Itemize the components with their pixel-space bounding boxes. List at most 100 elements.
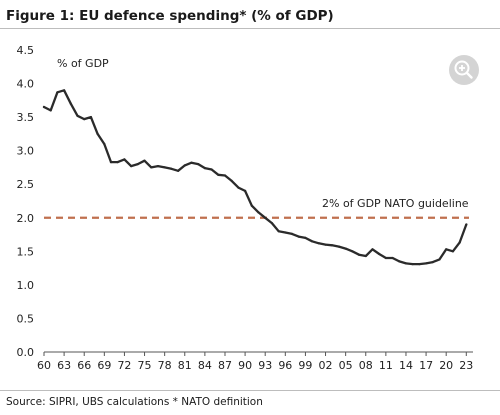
x-tick-label: 84 xyxy=(198,359,212,372)
data-point xyxy=(311,240,314,243)
x-tick-label: 11 xyxy=(379,359,393,372)
x-tick-label: 17 xyxy=(419,359,433,372)
y-tick-label: 2.0 xyxy=(17,212,35,225)
data-point xyxy=(337,245,340,248)
data-point xyxy=(63,89,66,92)
x-tick-label: 20 xyxy=(439,359,453,372)
data-point xyxy=(264,216,267,219)
x-tick-label: 96 xyxy=(278,359,292,372)
footer-divider xyxy=(0,390,500,391)
data-point xyxy=(384,256,387,260)
data-point xyxy=(317,242,320,245)
data-point xyxy=(331,244,334,247)
data-point xyxy=(270,222,273,225)
data-point xyxy=(465,223,468,226)
data-point xyxy=(96,132,99,135)
data-point xyxy=(297,235,300,238)
data-point xyxy=(431,261,434,264)
data-point xyxy=(150,166,153,169)
source-note: Source: SIPRI, UBS calculations * NATO d… xyxy=(6,396,263,408)
data-point xyxy=(83,118,86,121)
x-tick-label: 69 xyxy=(97,359,111,372)
y-tick-label: 4.5 xyxy=(17,44,35,57)
x-tick-label: 14 xyxy=(399,359,413,372)
data-point xyxy=(76,114,79,117)
data-point xyxy=(404,262,408,265)
data-point xyxy=(357,253,361,256)
data-point xyxy=(351,250,354,253)
y-tick-label: 0.5 xyxy=(17,312,35,325)
data-point xyxy=(284,231,287,234)
data-point xyxy=(378,252,381,256)
data-point xyxy=(458,241,461,244)
data-point xyxy=(197,163,200,166)
zoom-in-icon xyxy=(454,60,473,79)
data-point xyxy=(257,211,260,214)
data-point xyxy=(190,161,193,164)
x-tick-label: 23 xyxy=(459,359,473,372)
data-point xyxy=(109,161,113,164)
y-tick-label: 1.0 xyxy=(17,279,35,292)
data-point xyxy=(163,166,166,169)
x-tick-label: 93 xyxy=(258,359,272,372)
data-point xyxy=(123,158,126,161)
data-point xyxy=(290,232,294,235)
x-tick-label: 08 xyxy=(359,359,373,372)
data-point xyxy=(210,168,213,171)
figure-title: Figure 1: EU defence spending* (% of GDP… xyxy=(6,8,334,24)
y-tick-label: 2.5 xyxy=(17,178,35,191)
series-line-0 xyxy=(42,89,468,266)
data-point xyxy=(371,248,374,251)
data-point xyxy=(445,248,448,251)
y-tick-label: 1.5 xyxy=(17,245,35,258)
data-point xyxy=(116,161,119,164)
data-point xyxy=(391,256,394,260)
x-tick-label: 78 xyxy=(158,359,172,372)
data-point xyxy=(451,250,454,253)
y-axis-unit-label: % of GDP xyxy=(57,57,109,70)
data-point xyxy=(69,102,72,105)
data-point xyxy=(277,230,280,233)
x-tick-label: 60 xyxy=(37,359,51,372)
zoom-button[interactable] xyxy=(449,55,479,85)
x-tick-label: 75 xyxy=(138,359,152,372)
data-point xyxy=(56,91,59,94)
data-point xyxy=(89,116,92,119)
title-divider xyxy=(0,28,500,29)
data-point xyxy=(244,189,247,192)
x-tick-label: 63 xyxy=(57,359,71,372)
data-point xyxy=(42,105,46,109)
data-point xyxy=(203,167,206,170)
data-point xyxy=(411,263,414,266)
data-point xyxy=(418,263,421,266)
data-point xyxy=(223,174,227,177)
data-point xyxy=(344,247,347,250)
data-point xyxy=(130,165,133,168)
y-tick-label: 0.0 xyxy=(17,346,35,359)
data-point xyxy=(183,164,186,167)
reference-line-label: 2% of GDP NATO guideline xyxy=(322,197,469,210)
x-tick-label: 02 xyxy=(319,359,333,372)
data-point xyxy=(170,167,173,170)
x-tick-label: 87 xyxy=(218,359,232,372)
data-point xyxy=(49,109,52,112)
x-tick-label: 99 xyxy=(298,359,312,372)
y-tick-label: 3.0 xyxy=(17,145,35,158)
data-point xyxy=(304,236,307,239)
x-tick-label: 05 xyxy=(339,359,353,372)
y-tick-label: 3.5 xyxy=(17,111,35,124)
x-tick-label: 90 xyxy=(238,359,252,372)
data-point xyxy=(177,169,180,172)
y-tick-label: 4.0 xyxy=(17,78,35,91)
data-point xyxy=(324,243,327,246)
data-point xyxy=(425,262,428,265)
data-point xyxy=(398,260,401,263)
data-point xyxy=(143,159,146,162)
data-point xyxy=(136,163,139,166)
x-tick-label: 81 xyxy=(178,359,192,372)
data-point xyxy=(230,179,233,182)
x-tick-label: 66 xyxy=(77,359,91,372)
data-point xyxy=(250,204,253,207)
data-point xyxy=(364,254,367,258)
